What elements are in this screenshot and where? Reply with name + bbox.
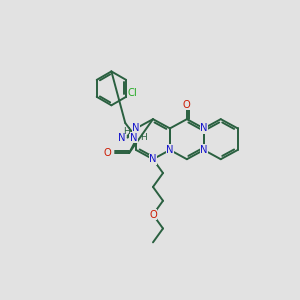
Text: H: H <box>123 127 129 136</box>
Text: H: H <box>140 133 147 142</box>
Text: O: O <box>104 148 111 158</box>
Text: N: N <box>132 123 140 134</box>
Text: Cl: Cl <box>128 88 137 98</box>
Text: N: N <box>118 134 125 143</box>
Text: N: N <box>200 145 208 155</box>
Text: N: N <box>200 123 208 134</box>
Text: N: N <box>130 133 137 142</box>
Text: N: N <box>149 154 157 164</box>
Text: O: O <box>183 100 191 110</box>
Text: N: N <box>166 145 174 155</box>
Text: O: O <box>149 210 157 220</box>
